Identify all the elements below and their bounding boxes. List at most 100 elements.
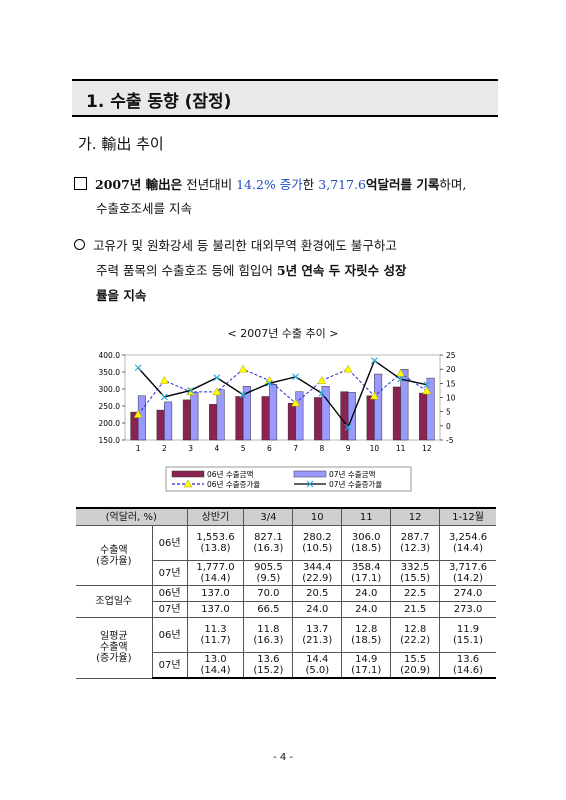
table-cell: 13.6 (14.6)	[439, 652, 496, 679]
cell-value: 22.5	[403, 588, 427, 599]
table-cell: 905.5 (9.5)	[243, 560, 294, 586]
cell-growth-rate: (17.1)	[351, 665, 382, 676]
point-cross	[344, 423, 352, 431]
table-cell: 15.5 (20.9)	[390, 652, 441, 679]
cell-growth-rate: (15.2)	[253, 665, 284, 676]
bar	[314, 397, 323, 441]
table-cell: 344.4 (22.9)	[292, 560, 343, 586]
bar	[190, 392, 199, 441]
right-tick-label: 25	[446, 351, 456, 360]
bullet1-text: 전년대비	[182, 177, 237, 192]
table-cell: 14.9 (17.1)	[341, 652, 392, 679]
legend-swatch	[171, 470, 205, 478]
point-triangle	[212, 387, 222, 396]
table-row: 07년 13.0 (14.4) 13.6 (15.2) 14.4 (5.0) 14.9 (17.…	[76, 652, 496, 679]
cell-value: 344.4	[302, 562, 332, 573]
table-cell: 24.0	[341, 585, 392, 602]
bar	[164, 401, 173, 441]
cell-value: 14.4	[306, 654, 329, 665]
bullet1-amount: 3,717.6	[318, 177, 366, 192]
x-tick-label: 4	[214, 444, 219, 453]
table-year-cell: 06년	[151, 525, 188, 561]
table-year-cell: 07년	[151, 560, 188, 586]
bullet1-text3: 하며,	[439, 177, 467, 192]
x-tick-label: 9	[346, 444, 351, 453]
table-header-cell: 3/4	[243, 507, 294, 526]
table-cell: 12.8 (22.2)	[390, 617, 441, 653]
table-header-cell: (억달러, %)	[76, 507, 188, 526]
table-cell: 70.0	[243, 585, 294, 602]
table-year-cell: 07년	[151, 601, 188, 618]
cell-growth-rate: (16.3)	[253, 635, 284, 646]
x-tick-label: 3	[188, 444, 193, 453]
cell-value: 273.0	[453, 604, 483, 615]
point-cross	[239, 391, 247, 399]
table-group-label: 일평균 수출액 (증가율)	[76, 617, 153, 679]
table-year-cell: 07년	[151, 652, 188, 679]
table-cell: 280.2 (10.5)	[292, 525, 343, 561]
bar	[392, 386, 401, 441]
bar	[400, 369, 409, 441]
cell-value: 280.2	[302, 532, 332, 543]
cell-value: 13.6	[456, 654, 480, 665]
table-cell: 332.5 (15.5)	[390, 560, 441, 586]
table-cell: 3,717.6 (14.2)	[439, 560, 496, 586]
cell-growth-rate: (13.8)	[200, 543, 231, 554]
table-cell: 21.5	[390, 601, 441, 618]
cell-value: 13.0	[204, 654, 227, 665]
table-row: 07년 137.0 66.5 24.0 24.0 21.5 273.0	[76, 601, 496, 618]
table-group-label: 조업일수	[76, 585, 153, 618]
bar	[321, 386, 330, 441]
legend-label: 06년 수출금액	[207, 469, 254, 479]
cell-growth-rate: (14.4)	[200, 665, 231, 676]
bar	[426, 377, 435, 441]
cell-value: 12.8	[355, 624, 378, 635]
table-cell: 13.7 (21.3)	[292, 617, 343, 653]
bar	[287, 403, 296, 441]
cell-value: 66.5	[257, 604, 280, 615]
cell-value: 12.8	[403, 624, 427, 635]
cell-growth-rate: (15.5)	[400, 573, 431, 584]
legend-label: 07년 수출금액	[329, 469, 376, 479]
bar	[182, 399, 191, 441]
cell-value: 137.0	[201, 604, 230, 615]
table-cell: 66.5	[243, 601, 294, 618]
table-header-cell: 11	[341, 507, 392, 526]
bar	[156, 409, 165, 441]
x-tick-label: 6	[267, 444, 272, 453]
table-cell: 12.8 (18.5)	[341, 617, 392, 653]
point-triangle	[369, 391, 379, 400]
export-trend-chart: 400.0350.0300.0250.0200.0150.02520151050…	[99, 351, 456, 492]
cell-value: 14.9	[355, 654, 378, 665]
table-row: 수출액 (증가율) 06년 1,553.6 (13.8) 827.1 (16.3) 280.…	[76, 525, 496, 586]
bullet1-record: 억달러를 기록	[366, 177, 440, 192]
point-triangle	[238, 364, 248, 373]
point-cross	[134, 364, 142, 372]
point-cross	[423, 381, 431, 389]
cell-value: 20.5	[306, 588, 329, 599]
cell-growth-rate: (14.6)	[452, 665, 484, 676]
plot-area	[124, 354, 441, 441]
cell-growth-rate: (20.9)	[400, 665, 431, 676]
x-tick-label: 2	[162, 444, 167, 453]
table-cell: 24.0	[341, 601, 392, 618]
table-header-cell: 10	[292, 507, 343, 526]
point-triangle	[396, 368, 406, 377]
point-cross	[265, 379, 273, 387]
point-cross	[187, 386, 195, 394]
table-cell: 13.6 (15.2)	[243, 652, 294, 679]
cell-value: 70.0	[257, 588, 280, 599]
table-cell: 11.9 (15.1)	[439, 617, 496, 653]
right-tick-label: 0	[446, 422, 451, 431]
cell-value: 358.4	[351, 562, 381, 573]
point-triangle	[343, 364, 353, 373]
series-line	[137, 368, 428, 415]
legend-label: 07년 수출증가율	[329, 479, 382, 489]
left-tick-label: 400.0	[99, 351, 121, 360]
cell-value: 24.0	[355, 604, 378, 615]
x-tick-label: 5	[241, 444, 246, 453]
bullet2-line1: 고유가 및 원화강세 등 불리한 대외무역 환경에도 불구하고	[93, 238, 397, 253]
series-line	[137, 359, 428, 429]
cell-growth-rate: (9.5)	[256, 573, 281, 584]
table-year-cell: 06년	[151, 585, 188, 602]
